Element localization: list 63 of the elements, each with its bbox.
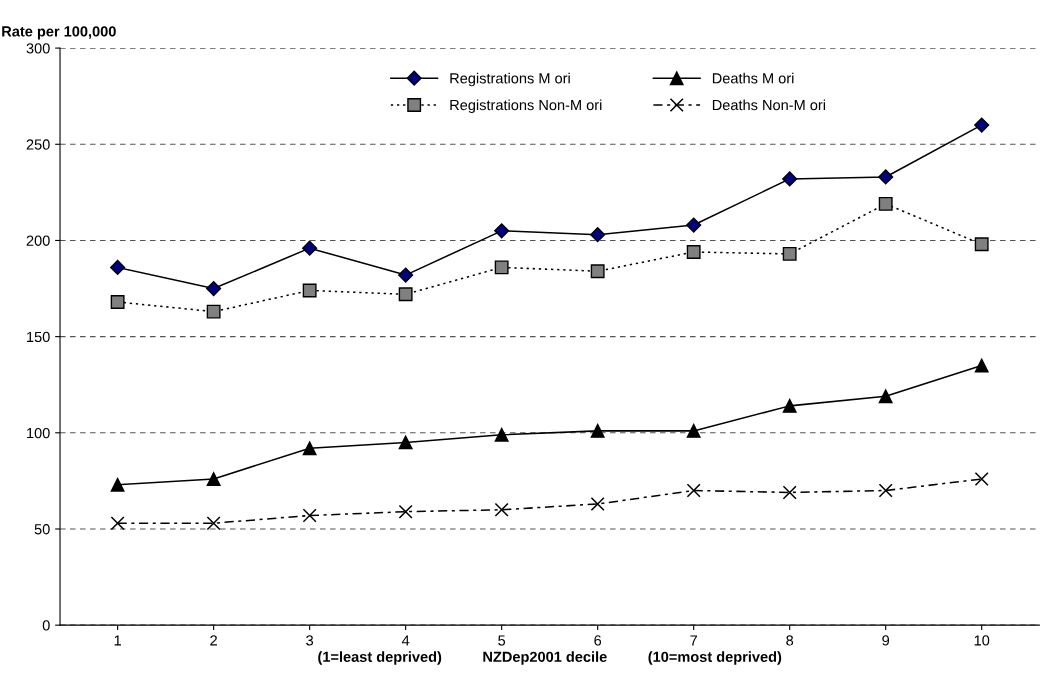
point: [878, 389, 893, 404]
legend-label: Registrations Non-M ori: [450, 99, 602, 114]
y-tick-label: 150: [27, 331, 50, 343]
y-axis-title: Rate per 100,000: [2, 26, 116, 40]
point: [206, 304, 221, 319]
point: [206, 280, 222, 297]
x-tick-label: 9: [882, 635, 890, 646]
y-tick-label: 200: [26, 235, 50, 246]
point: [398, 504, 413, 519]
point: [494, 427, 509, 442]
point: [878, 169, 894, 185]
point: [686, 423, 701, 438]
point: [110, 477, 125, 492]
point: [974, 117, 990, 133]
x-tick-label: 4: [401, 635, 410, 646]
point: [494, 502, 509, 517]
point: [398, 287, 413, 302]
x-tick-label: 3: [306, 635, 314, 646]
point: [590, 227, 606, 243]
point: [782, 246, 797, 261]
point: [110, 295, 125, 309]
point: [398, 435, 413, 450]
point: [110, 516, 125, 531]
point: [974, 237, 989, 252]
y-tick-label: 100: [27, 427, 50, 439]
x-tick-label: 1: [114, 635, 121, 646]
point: [494, 260, 509, 275]
point: [302, 441, 317, 456]
point: [782, 485, 797, 500]
x-tick-label: 8: [786, 635, 794, 646]
point: [110, 259, 126, 275]
point: [398, 267, 414, 283]
point: [494, 223, 510, 239]
point: [590, 423, 605, 438]
y-tick-label: 250: [26, 139, 50, 150]
point: [782, 398, 797, 413]
legend-label: Deaths Non-M ori: [712, 99, 826, 111]
point: [686, 483, 701, 498]
legend-label: Registrations M ori: [450, 72, 570, 87]
point: [302, 283, 317, 298]
y-tick-label: 300: [26, 43, 50, 54]
x-tick-label: 2: [210, 635, 217, 646]
x-tick-label: 7: [690, 635, 697, 646]
legend-label: Deaths M ori: [712, 72, 794, 84]
point: [590, 496, 605, 511]
point: [974, 358, 989, 373]
point: [878, 483, 893, 498]
y-tick-label: 50: [34, 524, 50, 535]
point: [686, 217, 702, 233]
x-tick-label: 6: [594, 635, 602, 646]
point: [878, 196, 893, 211]
point: [782, 171, 798, 187]
point: [206, 516, 221, 531]
point: [206, 472, 221, 486]
point: [590, 264, 605, 279]
x-tick-label: 5: [498, 635, 506, 646]
x-axis-title: (1=least deprived) NZDep2001 decile (10=most deprived): [318, 651, 782, 665]
point: [974, 471, 989, 486]
point: [686, 245, 701, 259]
point: [302, 508, 317, 523]
point: [302, 240, 318, 256]
y-tick-label: 0: [42, 620, 50, 631]
x-tick-label: 10: [974, 635, 990, 646]
